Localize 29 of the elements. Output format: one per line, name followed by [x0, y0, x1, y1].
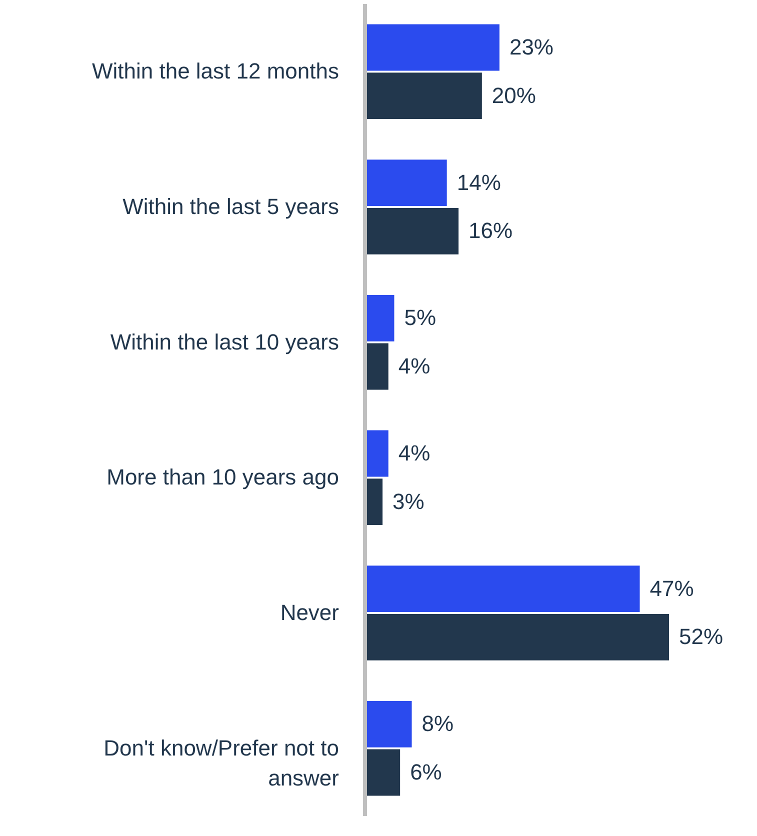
data-label: 4% — [398, 440, 430, 466]
bar — [365, 430, 388, 477]
bar — [365, 749, 400, 796]
bar — [365, 294, 394, 342]
bar — [365, 700, 412, 748]
y-tick-label: Within the last 5 years — [122, 194, 339, 219]
data-label: 8% — [422, 711, 454, 736]
data-label: 14% — [456, 170, 501, 195]
y-tick-label: Never — [280, 600, 339, 625]
y-tick-label: Within the last 12 months — [92, 58, 339, 84]
data-label: 4% — [398, 354, 430, 378]
y-tick-label: More than 10 years ago — [106, 464, 339, 490]
bar — [365, 160, 447, 206]
data-label: 47% — [650, 576, 694, 601]
bar — [365, 208, 459, 254]
bar — [365, 343, 388, 390]
y-tick-label: Within the last 10 years — [110, 329, 339, 354]
data-label: 20% — [492, 82, 536, 108]
bar — [365, 614, 669, 660]
data-label: 5% — [404, 305, 436, 330]
data-label: 6% — [410, 760, 442, 784]
bar — [365, 566, 640, 612]
data-label: 52% — [679, 624, 724, 650]
data-label: 3% — [392, 488, 424, 514]
bar — [365, 72, 482, 120]
bar — [365, 24, 500, 71]
data-label: 16% — [468, 218, 513, 244]
data-label: 23% — [509, 34, 554, 60]
y-tick-label: Don't know/Prefer not to answer — [104, 735, 339, 790]
